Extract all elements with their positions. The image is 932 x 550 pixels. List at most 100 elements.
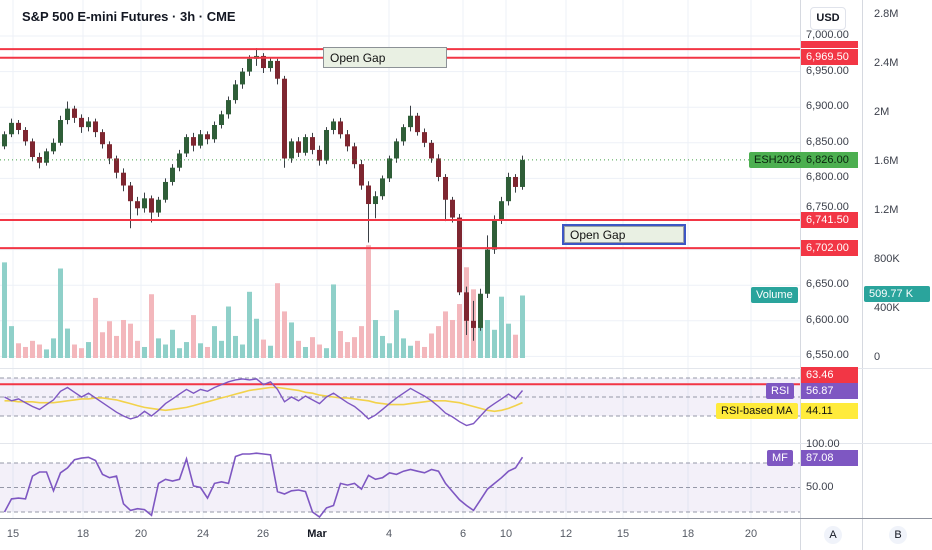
volume-bar bbox=[310, 337, 315, 358]
volume-bar bbox=[415, 340, 420, 358]
volume-bar bbox=[107, 321, 112, 358]
symbol-title[interactable]: S&P 500 E-mini Futures · 3h · CME bbox=[22, 9, 236, 24]
volume-bar bbox=[331, 284, 336, 358]
volume-tick-label: 0 bbox=[874, 351, 881, 363]
candle-body bbox=[387, 158, 392, 179]
volume-bar bbox=[499, 296, 504, 358]
candle-body bbox=[233, 84, 238, 101]
scale-mode-b-button[interactable]: B bbox=[889, 526, 907, 544]
volume-bar bbox=[492, 329, 497, 358]
volume-bar bbox=[58, 268, 63, 358]
volume-bar bbox=[387, 343, 392, 358]
candle-body bbox=[331, 121, 336, 130]
time-tick-label: 6 bbox=[459, 528, 467, 540]
time-tick-label: 18 bbox=[76, 528, 90, 540]
price-tick-label: 7,000.00 bbox=[806, 29, 849, 41]
volume-bar bbox=[79, 348, 84, 358]
volume-bar bbox=[37, 344, 42, 358]
volume-bar bbox=[366, 245, 371, 358]
volume-bar bbox=[135, 340, 140, 358]
currency-toggle-button[interactable]: USD bbox=[810, 7, 846, 30]
rsi-panel-separator[interactable] bbox=[0, 368, 932, 369]
rsi-name-label: RSI bbox=[766, 383, 795, 399]
volume-bar bbox=[457, 304, 462, 358]
scale-mode-a-button[interactable]: A bbox=[824, 526, 842, 544]
time-tick-label: 20 bbox=[134, 528, 148, 540]
volume-bar bbox=[422, 346, 427, 358]
volume-bar bbox=[156, 338, 161, 358]
candle-body bbox=[226, 100, 231, 115]
candle-body bbox=[506, 176, 511, 202]
price-tick-label: 6,950.00 bbox=[806, 64, 849, 77]
volume-bar bbox=[352, 337, 357, 358]
gap-lines[interactable] bbox=[0, 48, 800, 250]
candle-body bbox=[513, 176, 518, 187]
volume-bar bbox=[317, 344, 322, 358]
volume-bar bbox=[380, 335, 385, 358]
volume-bar bbox=[506, 323, 511, 358]
candle-body bbox=[198, 134, 203, 146]
volume-bar bbox=[373, 319, 378, 358]
volume-tick-label: 400K bbox=[874, 301, 900, 314]
time-tick-label: 4 bbox=[385, 528, 393, 540]
volume-value-label: 509.77 K bbox=[864, 286, 930, 302]
chart-canvas[interactable] bbox=[0, 0, 800, 518]
volume-indicator-label: Volume bbox=[751, 287, 798, 303]
volume-bar bbox=[30, 340, 35, 358]
volume-bar bbox=[408, 345, 413, 358]
price-tick-label: 6,850.00 bbox=[806, 135, 849, 148]
candle-body bbox=[457, 217, 462, 293]
volume-bar bbox=[282, 311, 287, 358]
volume-bar bbox=[275, 283, 280, 358]
volume-bar bbox=[520, 295, 525, 358]
volume-tick-label: 800K bbox=[874, 252, 900, 265]
candle-body bbox=[352, 146, 357, 165]
time-axis-border bbox=[0, 518, 932, 519]
time-tick-label: 20 bbox=[744, 528, 758, 540]
volume-bar bbox=[212, 326, 217, 358]
volume-scale-border bbox=[862, 0, 863, 550]
candle-body bbox=[492, 219, 497, 250]
candle-body bbox=[345, 134, 350, 147]
candle-body bbox=[289, 141, 294, 159]
candle-body bbox=[107, 144, 112, 159]
mf-panel-separator[interactable] bbox=[0, 443, 932, 444]
open-gap-annotation-2[interactable]: Open Gap bbox=[562, 224, 686, 245]
candle-body bbox=[170, 167, 175, 182]
candle-body bbox=[86, 121, 91, 128]
volume-bar bbox=[436, 326, 441, 358]
open-gap-annotation-1[interactable]: Open Gap bbox=[323, 47, 447, 68]
candle-body bbox=[324, 129, 329, 161]
volume-bar bbox=[338, 331, 343, 358]
volume-bar bbox=[226, 306, 231, 358]
mf-name-label: MF bbox=[767, 450, 793, 466]
volume-tick-label: 2.8M bbox=[874, 7, 899, 20]
candle-body bbox=[149, 198, 154, 213]
volume-bar bbox=[149, 294, 154, 358]
volume-bar bbox=[324, 348, 329, 358]
time-tick-label: 10 bbox=[499, 528, 513, 540]
candle-body bbox=[240, 71, 245, 85]
mf-axis-100: 100.00 bbox=[806, 438, 840, 450]
volume-bar bbox=[443, 311, 448, 358]
time-tick-label: 24 bbox=[196, 528, 210, 540]
volume-bar bbox=[100, 332, 105, 358]
candle-body bbox=[478, 293, 483, 328]
time-tick-label: 12 bbox=[559, 528, 573, 540]
candle-body bbox=[359, 164, 364, 186]
candle-body bbox=[9, 122, 14, 135]
candle-body bbox=[100, 132, 105, 145]
candle-body bbox=[191, 137, 196, 146]
gap-price-label-1: 6,969.50 bbox=[801, 49, 858, 65]
time-tick-label: 15 bbox=[6, 528, 20, 540]
rsi-line bbox=[4, 378, 524, 427]
volume-bar bbox=[254, 318, 259, 358]
candle-body bbox=[37, 157, 42, 163]
volume-bar bbox=[450, 319, 455, 358]
candle-body bbox=[310, 137, 315, 150]
volume-bar bbox=[240, 344, 245, 358]
candle-body bbox=[401, 127, 406, 142]
volume-bar bbox=[247, 291, 252, 358]
candle-body bbox=[177, 153, 182, 168]
candle-body bbox=[303, 137, 308, 153]
